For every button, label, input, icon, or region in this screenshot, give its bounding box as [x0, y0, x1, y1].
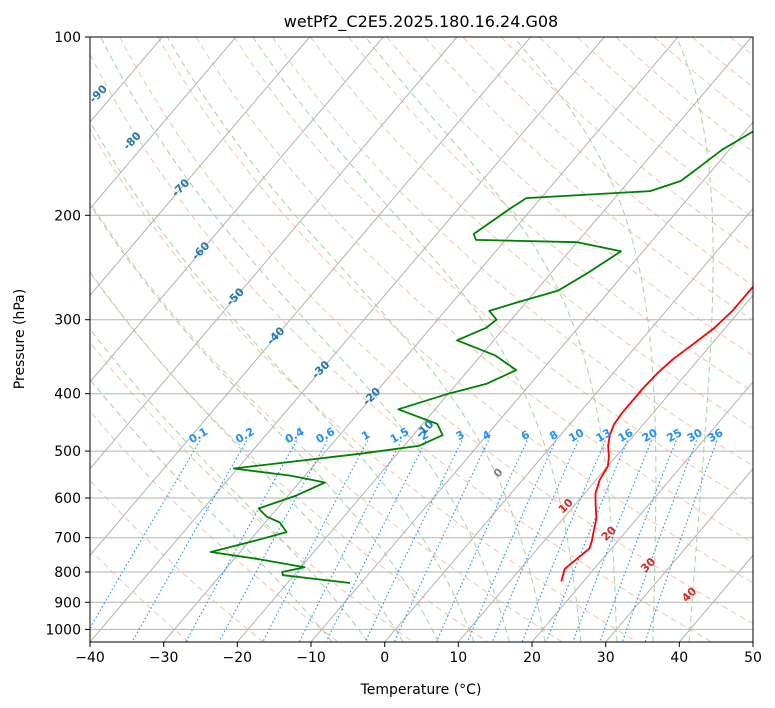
mixing-ratio-line — [466, 440, 557, 642]
y-tick-label: 100 — [54, 30, 81, 46]
mixing-ratio-line — [393, 440, 489, 642]
y-tick-label: 300 — [54, 313, 81, 329]
mixing-ratio-line — [90, 440, 201, 629]
isotherm-line — [384, 207, 753, 642]
mixing-ratio-line — [325, 440, 427, 642]
moist-adiabat-line — [166, 37, 546, 642]
x-tick-label: 10 — [449, 650, 467, 666]
dry-adiabat-line — [310, 37, 753, 430]
dry-adiabat-line — [119, 37, 753, 625]
mixing-ratio-line — [131, 440, 248, 642]
isotherm-line — [457, 294, 753, 642]
y-tick-label: 500 — [54, 444, 81, 460]
moist-adiabat-line — [365, 37, 618, 642]
plot-area: 0.10.20.40.611.52346810131620253036-100-… — [90, 37, 753, 642]
isotherm-line — [605, 467, 753, 642]
x-tick-label: −10 — [296, 650, 326, 666]
temperature-profile-line — [560, 285, 753, 582]
isotherm-line — [163, 37, 679, 642]
profile-series — [209, 130, 753, 584]
isotherm-line — [90, 37, 531, 557]
mixing-ratio-line — [521, 440, 606, 642]
moist-adiabat-line — [252, 37, 582, 642]
x-tick-label: 50 — [744, 650, 762, 666]
moist-adiabat-line — [676, 37, 714, 642]
dry-adiabat-line — [90, 479, 264, 642]
moist-adiabat-line — [90, 120, 475, 642]
dry-adiabat-line — [577, 37, 753, 185]
isotherm-line — [531, 381, 753, 642]
y-axis: 100 200 300 400 500 600 700 800 900 1000 — [45, 30, 90, 638]
mixing-ratio-line — [364, 440, 463, 642]
chart-title: wetPf2_C2E5.2025.180.16.24.G08 — [284, 12, 558, 32]
isotherm-line — [90, 37, 237, 210]
mixing-ratio-line — [262, 440, 369, 642]
moist-adiabat-line — [90, 378, 333, 642]
mixing-ratio-line — [298, 440, 402, 642]
dry-adiabat-line — [233, 37, 753, 505]
mixing-ratio-line — [545, 440, 628, 642]
background-lines — [90, 37, 753, 642]
x-tick-label: 30 — [597, 650, 615, 666]
dry-adiabat-line — [195, 37, 753, 544]
isotherm-line — [236, 37, 752, 642]
x-tick-label: −20 — [223, 650, 253, 666]
dry-adiabat-line — [90, 128, 638, 642]
moist-adiabat-line — [100, 37, 510, 642]
x-tick-label: −40 — [75, 650, 105, 666]
x-axis: −40 −30 −20 −10 0 10 20 30 40 50 — [75, 642, 762, 666]
plot-frame — [89, 36, 754, 643]
isotherm-line — [90, 37, 310, 297]
isotherm-line — [310, 121, 753, 642]
y-tick-label: 1000 — [45, 622, 81, 638]
plot-background — [90, 37, 753, 642]
x-tick-label: 20 — [523, 650, 541, 666]
isotherm-line — [90, 37, 605, 642]
dry-adiabat-line — [157, 37, 753, 584]
y-tick-label: 700 — [54, 531, 81, 547]
moist-adiabat-line — [90, 328, 369, 642]
isotherm-line — [90, 37, 458, 470]
y-tick-label: 800 — [54, 565, 81, 581]
mixing-ratio-line — [599, 440, 677, 642]
y-tick-label: 200 — [54, 208, 81, 224]
dry-adiabat-line — [348, 37, 753, 393]
y-axis-title: Pressure (hPa) — [12, 289, 28, 389]
mixing-ratio-line — [572, 440, 653, 642]
y-tick-label: 900 — [54, 595, 81, 611]
dry-adiabat-line — [90, 53, 712, 642]
x-tick-label: 0 — [380, 650, 389, 666]
y-tick-label: 600 — [54, 491, 81, 507]
moist-adiabat-line — [90, 270, 404, 642]
x-axis-title: Temperature (°C) — [360, 682, 482, 698]
x-tick-label: 40 — [670, 650, 688, 666]
mixing-ratio-line — [435, 440, 528, 642]
dewpoint-profile-line — [209, 130, 753, 584]
y-tick-label: 400 — [54, 387, 81, 403]
isotherm-line — [90, 37, 384, 383]
moist-adiabat-line — [513, 37, 657, 642]
x-tick-label: −30 — [149, 650, 179, 666]
dry-adiabat-line — [462, 37, 753, 287]
mixing-ratio-line — [491, 440, 579, 642]
